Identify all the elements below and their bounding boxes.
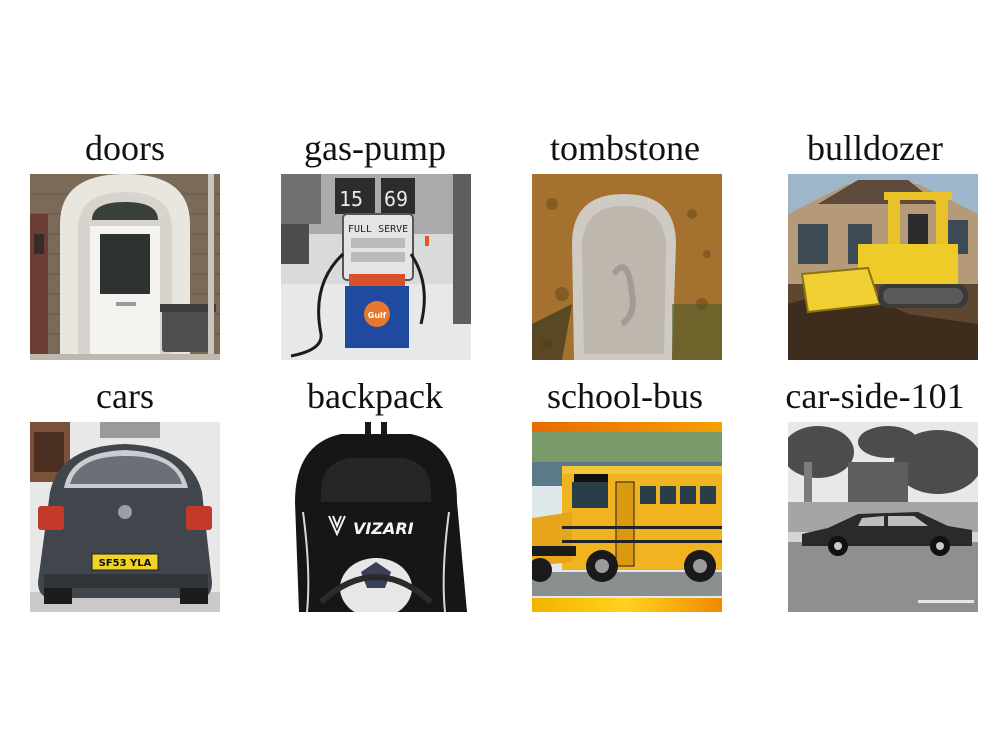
pump-logo-text: Gulf: [368, 311, 387, 320]
category-label: doors: [85, 128, 165, 168]
backpack-image: VIZARI: [281, 422, 471, 612]
school-bus-image: [532, 422, 722, 612]
category-label: backpack: [307, 376, 443, 416]
svg-text:15: 15: [339, 187, 363, 211]
license-plate-text: SF53 YLA: [99, 558, 152, 569]
tombstone-image: [532, 174, 722, 360]
grid-cell-gas-pump: gas-pump 15 69 FULL SERVE Gulf: [250, 126, 500, 376]
bulldozer-picture: [788, 174, 978, 360]
grid-cell-tombstone: tombstone: [500, 126, 750, 376]
grid-cell-doors: doors: [0, 126, 250, 376]
category-label: cars: [96, 376, 154, 416]
grid-cell-cars: cars SF53 YLA: [0, 374, 250, 624]
backpack-picture: VIZARI: [281, 422, 471, 612]
cars-image: SF53 YLA: [30, 422, 220, 612]
car-side-image: [788, 422, 978, 612]
tombstone-picture: [532, 174, 722, 360]
cars-picture: SF53 YLA: [30, 422, 220, 612]
category-label: tombstone: [550, 128, 700, 168]
category-label: car-side-101: [785, 376, 965, 416]
pump-sign-text: FULL SERVE: [348, 224, 408, 235]
svg-text:69: 69: [384, 187, 408, 211]
grid-cell-backpack: backpack VIZARI: [250, 374, 500, 624]
doors-picture: [30, 174, 220, 360]
grid-cell-bulldozer: bulldozer: [750, 126, 1000, 376]
backpack-brand-text: VIZARI: [353, 519, 414, 538]
grid-cell-school-bus: school-bus: [500, 374, 750, 624]
category-label: gas-pump: [304, 128, 446, 168]
category-label: bulldozer: [807, 128, 943, 168]
gas-pump-image: 15 69 FULL SERVE Gulf: [281, 174, 471, 360]
gas-pump-picture: 15 69 FULL SERVE Gulf: [281, 174, 471, 360]
category-label: school-bus: [547, 376, 703, 416]
school-bus-picture: [532, 422, 722, 612]
car-side-picture: [788, 422, 978, 612]
grid-cell-car-side-101: car-side-101: [750, 374, 1000, 624]
bulldozer-image: [788, 174, 978, 360]
doors-image: [30, 174, 220, 360]
